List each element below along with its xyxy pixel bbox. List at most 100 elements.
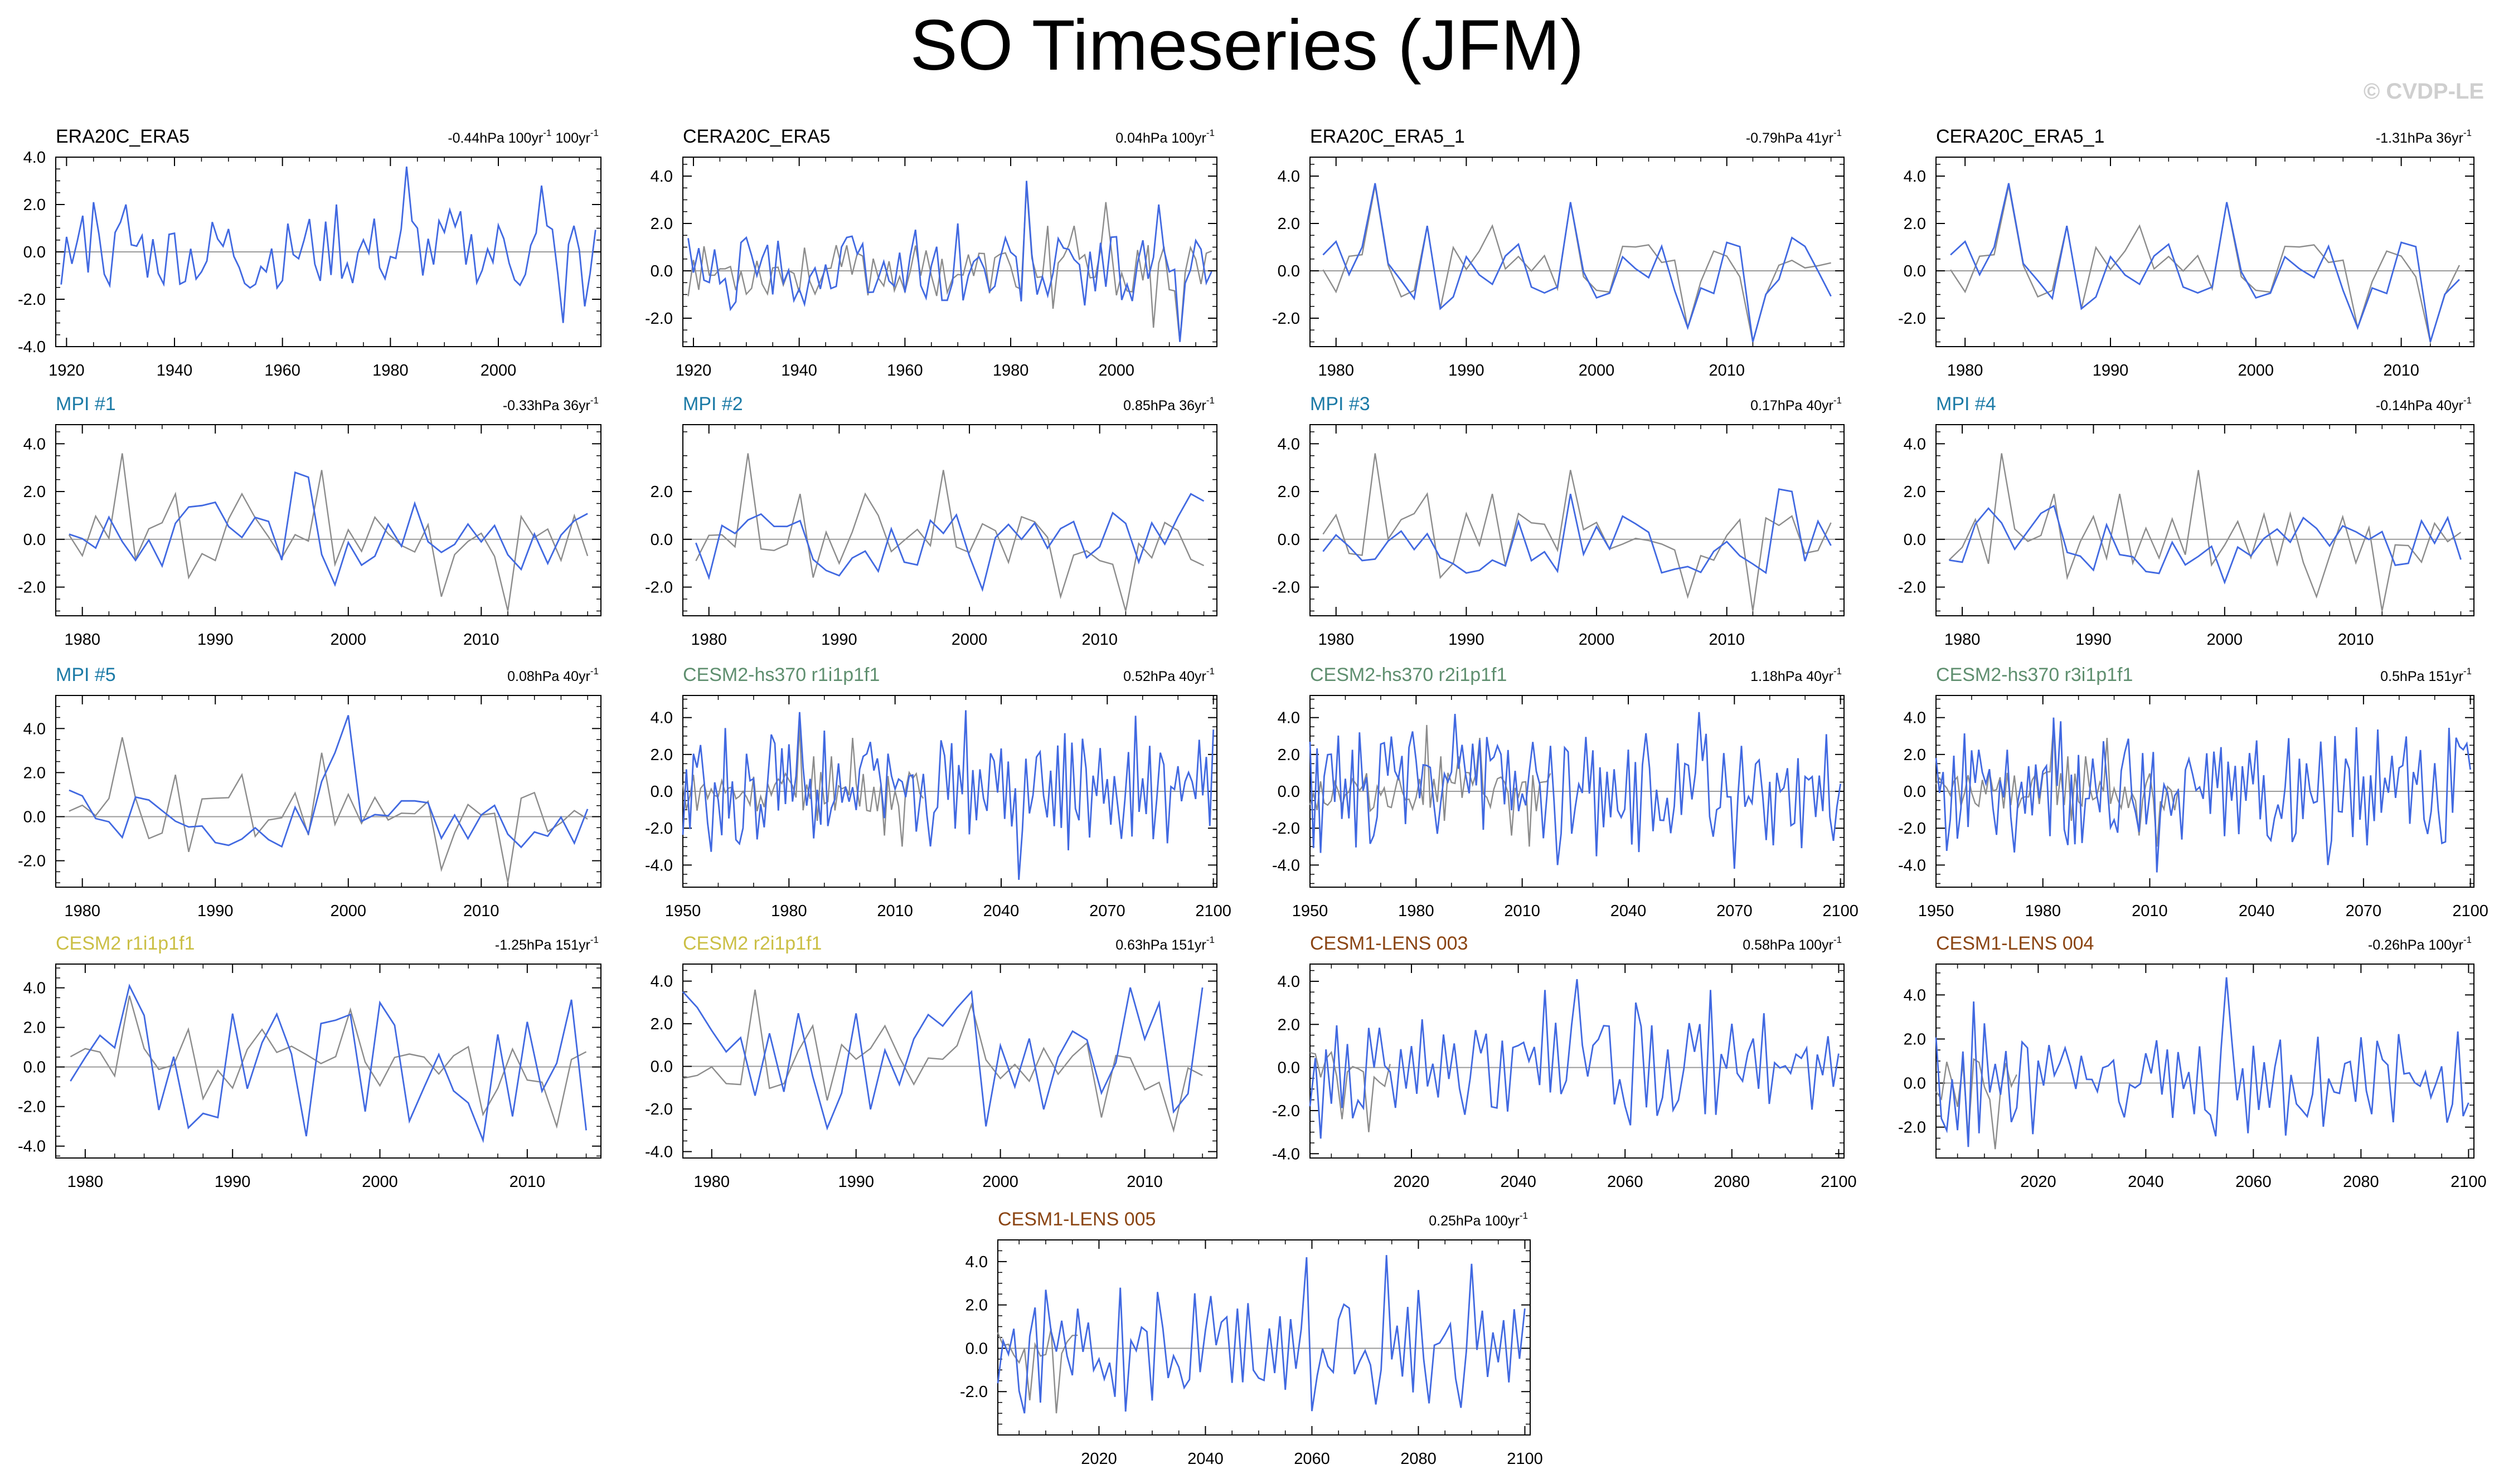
y-tick-label: -2.0: [1272, 1102, 1300, 1120]
model-series-line: [1949, 504, 2462, 585]
y-tick-label: 0.0: [965, 1340, 988, 1358]
y-tick-label: 4.0: [1278, 709, 1300, 727]
trend-exponent: -1: [590, 395, 599, 406]
x-tick-label: 2020: [1081, 1450, 1117, 1468]
y-tick-label: -2.0: [18, 291, 46, 309]
x-tick-label: 1920: [48, 362, 85, 379]
y-tick-label: 2.0: [1278, 215, 1300, 233]
y-tick-label: 4.0: [1904, 168, 1926, 186]
trend-value: -0.26hPa 100yr: [2368, 937, 2463, 953]
x-tick-label: 2080: [1714, 1173, 1750, 1191]
x-tick-label: 2010: [2338, 631, 2374, 649]
y-tick-label: 2.0: [651, 746, 673, 764]
plot-frame: [1935, 964, 2474, 1159]
model-series-line: [695, 493, 1205, 592]
plot-frame: [682, 964, 1217, 1159]
y-tick-label: 2.0: [1904, 1030, 1926, 1048]
trend-value: 0.5hPa 151yr: [2380, 669, 2463, 684]
trend-label: 0.52hPa 40yr-1: [1123, 666, 1215, 684]
x-tick-label: 1980: [1318, 631, 1354, 649]
x-tick-label: 1980: [1398, 902, 1434, 920]
panel-title: CESM2 r2i1p1f1: [683, 933, 822, 954]
trend-value: -0.14hPa 40yr: [2376, 398, 2463, 413]
trend-extra-exponent: -1: [590, 128, 599, 138]
trend-exponent: -1: [2463, 935, 2472, 945]
x-tick-label: 1980: [2025, 902, 2061, 920]
y-tick-label: -4.0: [1272, 857, 1300, 874]
y-tick-label: -4.0: [1272, 1145, 1300, 1163]
model-series-line: [69, 715, 589, 849]
trend-label: -0.44hPa 100yr-1 100yr-1: [448, 128, 599, 146]
panel-title: CESM1-LENS 005: [998, 1209, 1156, 1230]
x-tick-label: 2070: [1089, 902, 1125, 920]
obs-series-line: [68, 453, 589, 611]
obs-series-line: [695, 453, 1205, 611]
obs-series-line: [1948, 453, 2462, 611]
model-series-line: [997, 1255, 1526, 1414]
x-tick-label: 2000: [1579, 631, 1615, 649]
y-tick-label: -2.0: [1898, 1119, 1926, 1137]
x-tick-label: 2010: [877, 902, 913, 920]
watermark-label: © CVDP-LE: [2363, 79, 2484, 104]
y-tick-label: 0.0: [1904, 262, 1926, 280]
plot-frame: [1309, 157, 1845, 347]
panel-title: CERA20C_ERA5: [683, 126, 831, 147]
panel-title: CERA20C_ERA5_1: [1936, 126, 2104, 147]
x-tick-label: 1980: [64, 902, 100, 920]
x-tick-label: 1950: [1292, 902, 1328, 920]
trend-exponent: -1: [1833, 128, 1842, 138]
y-tick-label: -2.0: [1272, 820, 1300, 838]
x-tick-label: 2000: [481, 362, 517, 379]
obs-series-line: [70, 995, 587, 1129]
panel-2: 4.0 2.0 0.0 -2.0 1980 1990 2000 2010 ERA20C_ERA5…: [1272, 126, 1845, 379]
trend-label: -1.31hPa 36yr-1: [2376, 128, 2472, 146]
y-tick-label: 4.0: [23, 435, 46, 453]
x-tick-label: 2010: [1504, 902, 1540, 920]
x-tick-label: 2100: [1507, 1450, 1543, 1468]
panel-9: 4.0 2.0 0.0 -2.0 -4.0 1950 1980 2010 2040 2070 210…: [645, 664, 1231, 920]
y-tick-label: -2.0: [1898, 310, 1926, 328]
panel-title: ERA20C_ERA5_1: [1310, 126, 1465, 147]
trend-label: 1.18hPa 40yr-1: [1750, 666, 1842, 684]
panel-12: 4.0 2.0 0.0 -2.0 -4.0 1980 1990 2000 2010 CESM2 r…: [18, 933, 601, 1191]
y-tick-label: -2.0: [645, 820, 673, 838]
trend-exponent: -1: [1206, 395, 1215, 406]
plot-frame: [55, 964, 601, 1159]
trend-label: 0.04hPa 100yr-1: [1115, 128, 1215, 146]
y-tick-label: 4.0: [1278, 435, 1300, 453]
trend-exponent: -1: [543, 128, 551, 138]
plot-frame: [1309, 424, 1845, 616]
x-tick-label: 1980: [1318, 362, 1354, 379]
trend-exponent: -1: [590, 935, 599, 945]
model-series-line: [1935, 977, 2469, 1147]
y-tick-label: 2.0: [23, 764, 46, 782]
x-tick-label: 1920: [676, 362, 712, 379]
trend-label: -1.25hPa 151yr-1: [495, 935, 599, 953]
panel-14: 4.0 2.0 0.0 -2.0 -4.0 2020 2040 2060 2080 2100 CES…: [1272, 933, 1857, 1191]
model-series-line: [1322, 488, 1832, 575]
y-tick-label: 2.0: [1278, 483, 1300, 501]
y-tick-label: 4.0: [1278, 973, 1300, 991]
y-tick-label: 0.0: [651, 783, 673, 801]
x-tick-label: 1980: [691, 631, 727, 649]
panel-7: 4.0 2.0 0.0 -2.0 1980 1990 2000 2010 MPI #4 -0.14…: [1898, 393, 2474, 649]
x-tick-label: 1960: [264, 362, 300, 379]
x-tick-label: 1990: [1448, 362, 1484, 379]
trend-label: 0.25hPa 100yr-1: [1429, 1210, 1528, 1229]
trend-label: -0.79hPa 41yr-1: [1746, 128, 1842, 146]
x-tick-label: 2010: [1709, 362, 1745, 379]
y-tick-label: -4.0: [1898, 857, 1926, 874]
trend-label: 0.17hPa 40yr-1: [1750, 395, 1842, 413]
panel-5: 2.0 0.0 -2.0 1980 1990 2000 2010 MPI #2 0.85hPa …: [645, 393, 1217, 649]
y-tick-label: 2.0: [1904, 215, 1926, 233]
y-tick-label: 2.0: [651, 1015, 673, 1033]
trend-value: 0.17hPa 40yr: [1750, 398, 1833, 413]
x-tick-label: 1980: [771, 902, 807, 920]
panel-15: 4.0 2.0 0.0 -2.0 2020 2040 2060 2080 2100 CESM1-L…: [1898, 933, 2487, 1191]
y-tick-label: -2.0: [1272, 579, 1300, 597]
x-tick-label: 1950: [665, 902, 701, 920]
y-tick-label: 0.0: [1278, 262, 1300, 280]
y-tick-label: 2.0: [651, 483, 673, 501]
x-tick-label: 1980: [1944, 631, 1981, 649]
y-tick-label: 0.0: [1278, 783, 1300, 801]
